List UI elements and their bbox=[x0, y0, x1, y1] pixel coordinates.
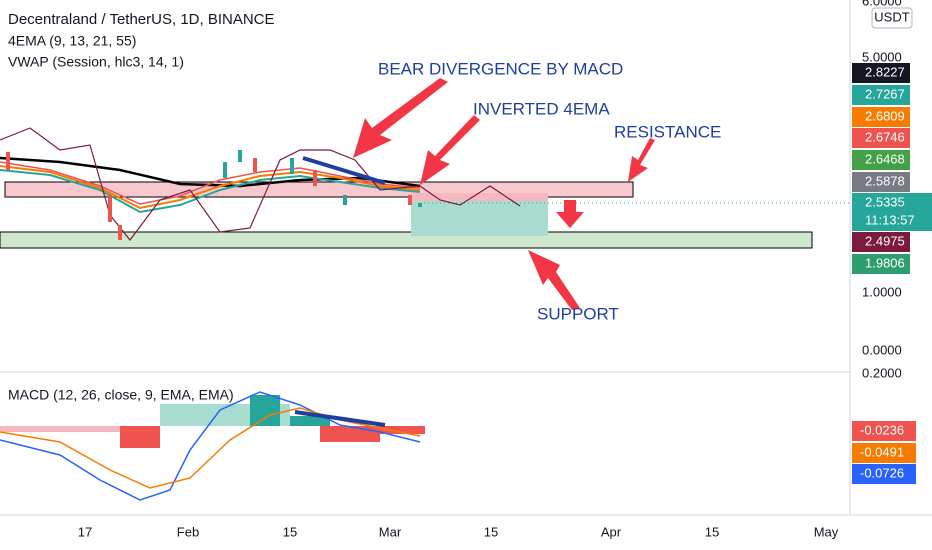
time-tick: 17 bbox=[78, 524, 92, 539]
price-tick: 6.0000 bbox=[862, 0, 902, 8]
annotation: INVERTED 4EMA bbox=[473, 99, 610, 118]
price-badge: 2.5335 bbox=[865, 194, 905, 209]
vwap bbox=[0, 127, 521, 241]
time-tick: 15 bbox=[484, 524, 498, 539]
price-badge: 2.5878 bbox=[865, 173, 905, 188]
divergence-line bbox=[302, 156, 386, 185]
price-tick: 5.0000 bbox=[862, 49, 902, 64]
price-badge: 1.9806 bbox=[865, 255, 905, 270]
indicator-label: 4EMA (9, 13, 21, 55) bbox=[8, 33, 136, 49]
currency-box[interactable] bbox=[871, 7, 913, 29]
price-tick: 1.0000 bbox=[862, 284, 902, 299]
time-tick: Apr bbox=[601, 524, 622, 539]
annotation: BEAR DIVERGENCE BY MACD bbox=[378, 59, 623, 78]
indicator-label: VWAP (Session, hlc3, 14, 1) bbox=[8, 54, 184, 70]
candles bbox=[6, 152, 412, 240]
price-badge: 2.6809 bbox=[865, 108, 905, 123]
price-badge: 2.8227 bbox=[865, 64, 905, 79]
macd-title: MACD (12, 26, close, 9, EMA, EMA) bbox=[8, 387, 234, 403]
signal-line bbox=[0, 407, 421, 489]
macd-badge-bg bbox=[852, 421, 916, 441]
position-stop bbox=[411, 193, 548, 201]
time-tick: Mar bbox=[379, 524, 402, 539]
currency[interactable]: USDT bbox=[874, 9, 909, 24]
price-badge: 2.7267 bbox=[865, 86, 905, 101]
price-badge: 2.6468 bbox=[865, 151, 905, 166]
macd-badge: -0.0726 bbox=[860, 465, 904, 480]
chart-title: Decentraland / TetherUS, 1D, BINANCE bbox=[8, 11, 275, 28]
macd-badge-bg bbox=[852, 443, 916, 463]
macd-badge: -0.0491 bbox=[860, 444, 904, 459]
price-tick: 0.0000 bbox=[862, 342, 902, 357]
ema-21 bbox=[0, 169, 421, 214]
ema-13 bbox=[0, 165, 421, 210]
ema-9 bbox=[0, 161, 421, 205]
time-tick: 15 bbox=[705, 524, 719, 539]
countdown: 11:13:57 bbox=[865, 212, 915, 227]
annotation: SUPPORT bbox=[537, 304, 619, 323]
candles bbox=[223, 150, 422, 207]
price-badge: 2.4975 bbox=[865, 233, 905, 248]
macd-badge-bg bbox=[852, 464, 916, 484]
price-badge: 2.6746 bbox=[865, 129, 905, 144]
macd-tick: 0.2000 bbox=[862, 365, 902, 380]
macd-divergence-line bbox=[294, 410, 386, 427]
macd-badge: -0.0236 bbox=[860, 422, 904, 437]
time-tick: Feb bbox=[177, 524, 199, 539]
time-tick: May bbox=[814, 524, 839, 539]
position-target bbox=[411, 201, 548, 236]
macd-histogram bbox=[0, 395, 425, 448]
price-badges bbox=[852, 63, 932, 274]
arrows bbox=[353, 78, 655, 310]
macd-line bbox=[0, 391, 421, 501]
support-zone bbox=[0, 231, 813, 249]
annotation: RESISTANCE bbox=[614, 122, 721, 141]
time-tick: 15 bbox=[283, 524, 297, 539]
